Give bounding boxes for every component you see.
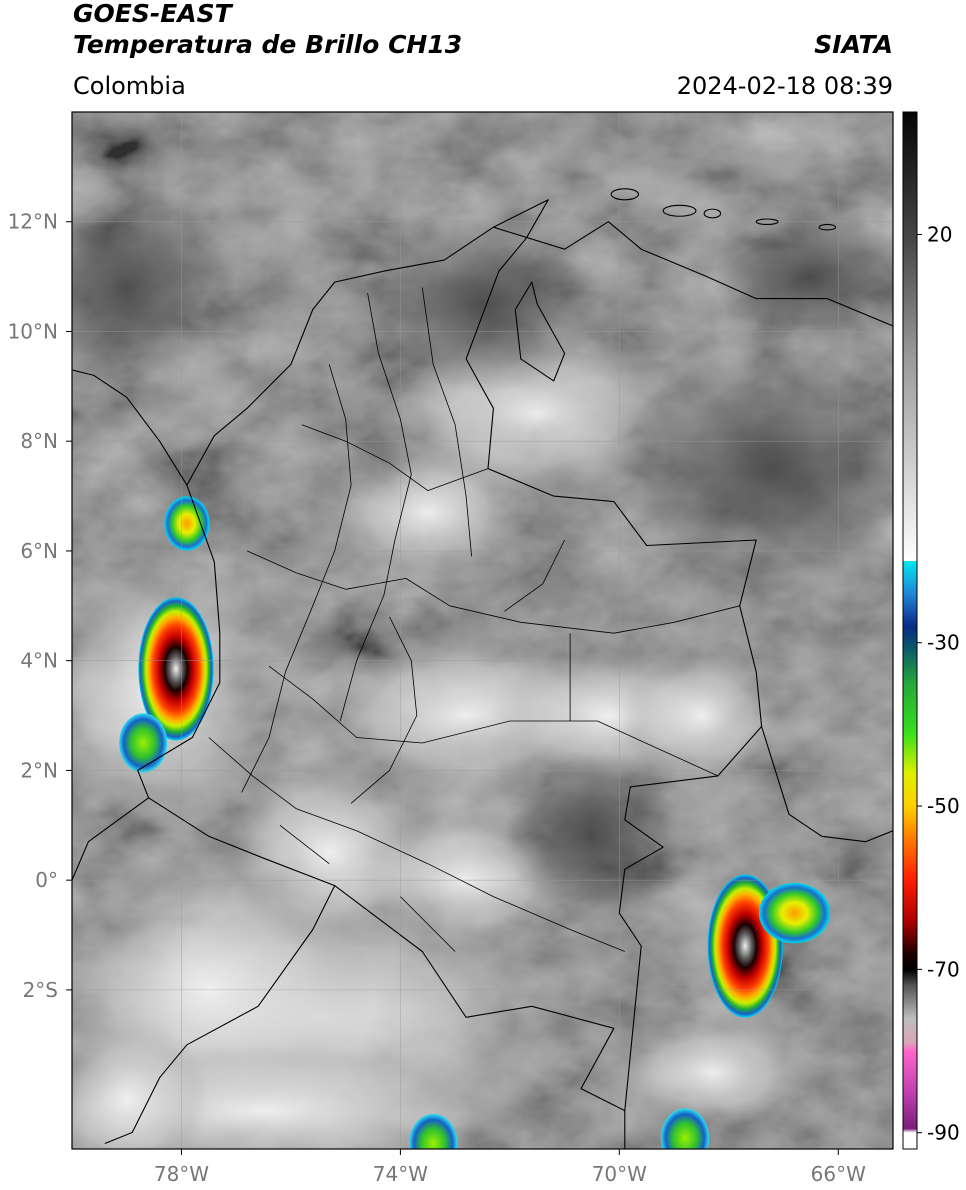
dry-area	[712, 210, 893, 343]
department-boundary	[268, 665, 719, 777]
ecuador-peru-border	[104, 885, 336, 1145]
lat-tick-label: 2°N	[20, 758, 58, 782]
datetime-label: 2024-02-18 08:39	[676, 72, 893, 100]
colorbar-label: -90	[927, 1121, 960, 1145]
island-outline	[610, 188, 640, 201]
department-boundary	[279, 824, 330, 865]
venezuela-brazil-border	[761, 726, 893, 843]
lat-tick-label: 12°N	[8, 210, 58, 234]
island-outline	[755, 218, 779, 226]
graticule	[72, 112, 893, 1149]
colorbar-label: -30	[927, 631, 960, 655]
colorbar-label: -70	[927, 957, 960, 981]
department-boundary	[339, 293, 412, 722]
dry-area	[504, 748, 680, 925]
colorbar: 20 -30 -50 -70 -90	[902, 111, 960, 1150]
boundaries	[72, 188, 945, 1149]
colorbar-label: -50	[927, 794, 960, 818]
lon-tick-label: 66°W	[811, 1162, 866, 1186]
department-boundary	[301, 424, 489, 491]
department-boundary	[504, 539, 565, 612]
colombia-border	[137, 199, 763, 1112]
bright-cloud-area	[613, 1017, 811, 1128]
department-boundary	[421, 287, 472, 557]
pacific-cell-4N	[138, 597, 214, 741]
department-boundary	[246, 550, 740, 634]
satellite-image	[72, 112, 945, 1149]
amazon-cell-se	[660, 1108, 710, 1149]
lat-tick-label: 10°N	[8, 319, 58, 343]
lat-tick-label: 2°S	[23, 978, 58, 1002]
map-frame	[71, 111, 894, 1150]
island-outline	[662, 204, 697, 217]
lat-tick-label: 4°N	[20, 649, 58, 673]
ecuador-coast	[72, 797, 149, 881]
lat-tick-label: 0°	[35, 868, 58, 892]
dry-area	[619, 347, 893, 590]
product-title: Temperatura de Brillo CH13	[73, 30, 463, 59]
storm-cells	[119, 496, 831, 1149]
region-label: Colombia	[73, 72, 186, 100]
department-boundary	[241, 364, 352, 793]
island-outline	[703, 208, 722, 219]
pacific-cell-2N	[119, 713, 168, 773]
amazon-cell-south	[409, 1113, 458, 1149]
satellite-title: GOES-EAST	[73, 0, 232, 28]
lake-maracaibo	[514, 281, 566, 382]
lat-tick-label: 8°N	[20, 429, 58, 453]
island-outline	[918, 271, 945, 282]
department-boundary	[400, 896, 456, 952]
department-boundary	[208, 737, 625, 952]
lat-tick-label: 6°N	[20, 539, 58, 563]
department-boundary	[350, 616, 418, 804]
pacific-cell-6N	[164, 496, 210, 551]
dry-area	[362, 216, 603, 392]
island-outline	[818, 223, 837, 231]
venezuela-coast	[493, 221, 893, 327]
colorbar-label: 20	[927, 222, 952, 246]
colorbar-scale	[902, 111, 918, 1150]
lon-tick-label: 78°W	[154, 1162, 209, 1186]
dry-area	[72, 188, 237, 387]
lon-tick-label: 74°W	[373, 1162, 428, 1186]
panama-coast	[72, 369, 188, 486]
axis-labels: 12°N 10°N 8°N 6°N 4°N 2°N 0° 2°S 78°W 74°W 70°W 66°…	[8, 210, 867, 1186]
amazon-cell-lobe	[758, 882, 831, 944]
bright-cloud-area	[619, 649, 784, 782]
source-label: SIATA	[814, 30, 893, 59]
bright-cloud-area	[72, 1017, 209, 1149]
lon-tick-label: 70°W	[592, 1162, 647, 1186]
